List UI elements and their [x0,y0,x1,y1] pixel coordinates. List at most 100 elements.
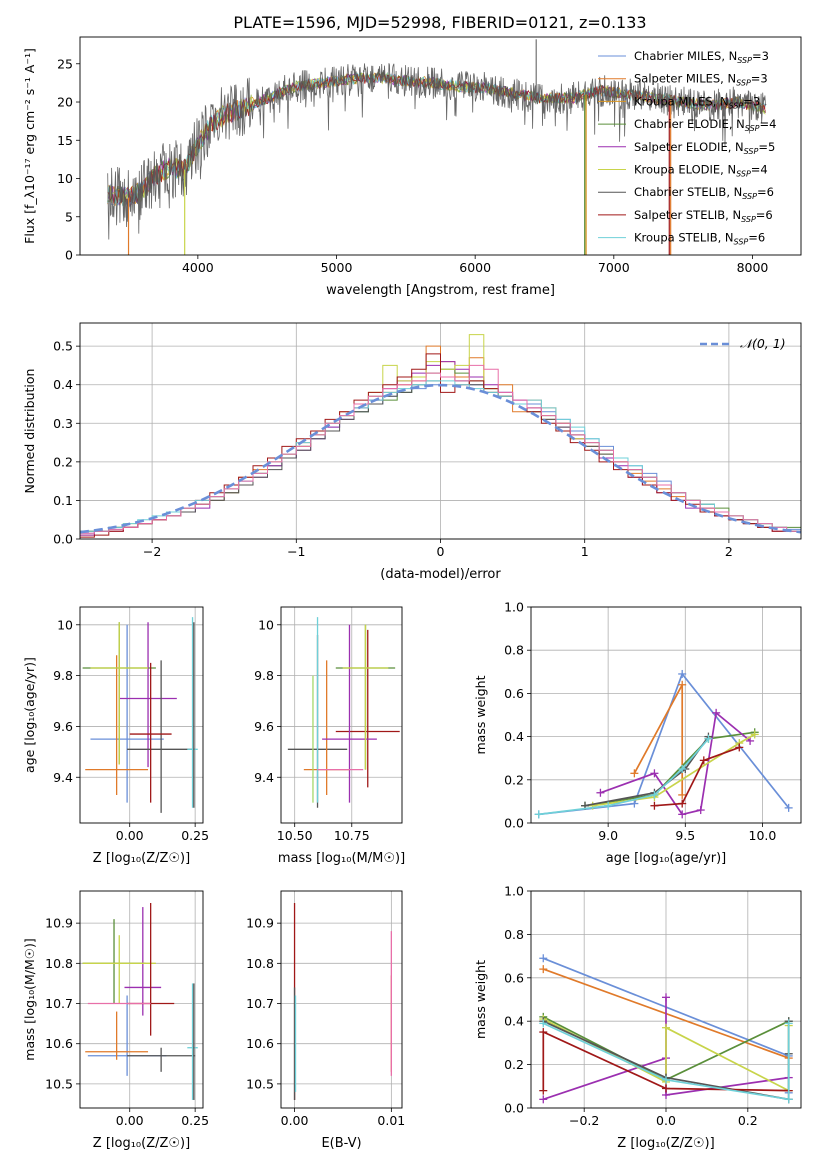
y-tick-label: 0.0 [504,816,524,831]
x-tick-label: 9.5 [675,828,695,843]
legend-label: Chabrier STELIB, NSSP=6 [634,185,774,201]
y-tick-label: 10 [258,617,274,632]
x-tick-label: 2 [725,544,733,559]
normal-curve [80,383,801,534]
y-tick-label: 0.3 [53,416,73,431]
x-tick-label: 0.01 [377,1113,405,1128]
x-tick-label: 0 [437,544,445,559]
x-tick-label: 5000 [321,260,353,275]
axes-frame [79,890,204,1109]
x-axis-label: Z [log₁₀(Z/Z☉)] [93,851,190,866]
x-tick-label: 6000 [459,260,491,275]
legend-label: Chabrier MILES, NSSP=3 [634,49,769,65]
x-axis-label: (data-model)/error [380,567,501,582]
x-axis-label: mass [log₁₀(M/M☉)] [278,851,405,866]
x-axis-label: age [log₁₀(age/yr)] [606,851,727,866]
plot-area [287,617,400,808]
y-tick-label: 9.6 [53,719,73,734]
legend-label: 𝒩(0, 1) [740,336,786,351]
y-tick-label: 10.6 [246,1036,274,1051]
x-tick-label: 0.00 [116,828,144,843]
panel-age-vs-Z: 0.00 0.25 9.4 9.6 9.8 10 Z [log₁₀(Z/Z☉)] age [l… [22,606,209,866]
weight-series [654,746,740,807]
weight-series [592,733,756,807]
plot-area [293,903,393,1100]
y-tick-label: 10.8 [246,956,274,971]
axes-frame [280,606,403,824]
x-tick-label: −1 [287,544,305,559]
y-tick-label: 5 [65,209,73,224]
x-tick-label: 8000 [737,260,769,275]
y-tick-label: 1.0 [504,600,524,615]
y-tick-label: 0.6 [504,686,524,701]
y-tick-label: 10.9 [246,916,274,931]
y-tick-label: 15 [57,133,73,148]
x-tick-label: 4000 [182,260,214,275]
y-tick-label: 0.1 [53,493,73,508]
weight-series [542,1022,790,1101]
panel-mass-vs-Z: 0.00 0.25 10.5 10.6 10.7 10.8 10.9 Z [log₁₀(Z/Z… [22,890,209,1151]
y-tick-label: 0.8 [504,927,524,942]
histogram-series [80,364,801,534]
y-tick-label: 0.4 [504,1014,524,1029]
x-tick-label: 0.0 [656,1113,676,1128]
y-axis-label: mass weight [473,675,488,754]
legend-label: Salpeter MILES, NSSP=3 [634,72,768,88]
panels: 4000 5000 6000 7000 80000510152025wavelength… [22,36,802,1151]
y-tick-label: 0.0 [53,532,73,547]
legend: Chabrier MILES, NSSP=3 Salpeter MILES, NS… [598,49,776,247]
y-tick-label: 10 [57,171,73,186]
y-tick-label: 0.5 [53,339,73,354]
y-tick-label: 9.4 [53,770,73,785]
legend-label: Salpeter ELODIE, NSSP=5 [634,140,775,156]
x-axis-label: Z [log₁₀(Z/Z☉)] [617,1136,714,1151]
x-tick-label: 7000 [598,260,630,275]
y-tick-label: 9.4 [254,770,274,785]
y-axis-label: Normed distribution [22,369,37,494]
legend-label: Chabrier ELODIE, NSSP=4 [634,117,776,133]
y-tick-label: 0.8 [504,643,524,658]
axes-frame [530,606,802,824]
y-axis-label: mass [log₁₀(M/M☉)] [22,938,37,1060]
plot-area [107,39,767,255]
y-tick-label: 1.0 [504,884,524,899]
y-tick-label: 0 [65,248,73,263]
panel-weight-vs-Z: −0.2 0.0 0.2 0.0 0.2 0.4 0.6 0.8 1.0 Z [log₁₀(Z/Z… [473,884,802,1151]
x-axis-label: Z [log₁₀(Z/Z☉)] [93,1136,190,1151]
y-tick-label: 0.6 [504,970,524,985]
y-tick-label: 10.5 [45,1076,73,1091]
x-tick-label: 10.0 [749,828,777,843]
y-tick-label: 0.0 [504,1101,524,1116]
y-axis-label: mass weight [473,960,488,1039]
y-tick-label: 10.9 [45,916,73,931]
x-tick-label: 0.2 [738,1113,758,1128]
x-tick-label: −2 [143,544,161,559]
y-tick-label: 0.2 [53,454,73,469]
axes-frame [79,322,802,540]
y-tick-label: 25 [57,56,73,71]
panel-residuals: −2 −1 0 1 2 0.0 0.1 0.2 0.3 0.4 0.5 (data-model)/er… [22,322,802,582]
legend-label: Kroupa MILES, NSSP=3 [634,94,760,110]
legend-label: Kroupa ELODIE, NSSP=4 [634,163,768,179]
panel-weight-vs-age: 9.0 9.5 10.0 0.0 0.2 0.4 0.6 0.8 1.0 age [log₁₀(a… [473,600,802,866]
x-tick-label: −0.2 [569,1113,599,1128]
weight-series [600,711,751,816]
y-tick-label: 9.8 [53,668,73,683]
axes-frame [530,890,802,1109]
plot-area [539,954,793,1104]
legend: 𝒩(0, 1) [700,336,786,351]
y-tick-label: 10.5 [246,1076,274,1091]
y-tick-label: 0.2 [504,772,524,787]
panel-mass-vs-ebv: 0.00 0.01 10.5 10.6 10.7 10.8 10.9 E(B-V) [246,890,405,1151]
plot-area [80,334,801,538]
y-tick-label: 0.2 [504,1057,524,1072]
y-tick-label: 10 [57,617,73,632]
plot-area [534,669,793,819]
y-tick-label: 10.7 [246,996,274,1011]
panel-spectrum: 4000 5000 6000 7000 8000 0 5 10 15 20 25 wavelength… [22,36,802,298]
x-tick-label: 0.25 [181,828,209,843]
x-tick-label: 10.50 [277,828,313,843]
panel-age-vs-mass: 10.50 10.75 9.4 9.6 9.8 10 mass [log₁₀(M/M☉)] [254,606,405,866]
x-tick-label: 9.0 [598,828,618,843]
